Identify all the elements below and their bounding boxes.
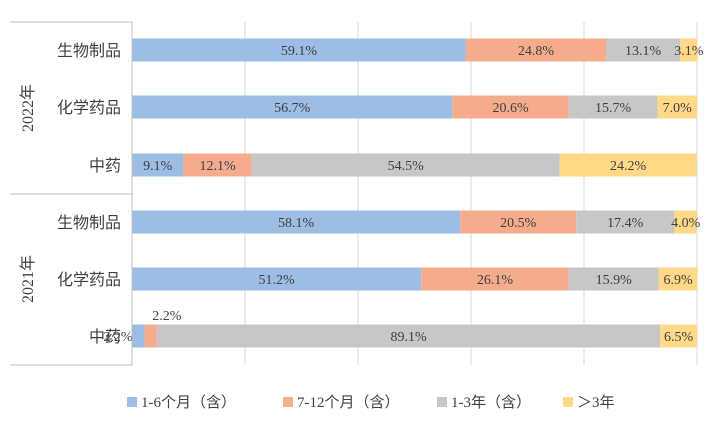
data-label: 15.9% [596,273,633,288]
data-label: 2.2% [152,309,182,324]
data-label: 9.1% [143,159,173,174]
bar-segment [132,38,466,62]
bar-segment [660,324,697,348]
group-label: 2021年 [19,255,37,303]
bar-segment [465,38,607,62]
data-label: 24.8% [518,44,555,59]
category-label: 化学药品 [57,99,121,117]
bar-segment [421,267,569,291]
data-label: 51.2% [259,273,296,288]
data-label: 20.6% [492,101,529,116]
legend-entry: 1-6个月（含） [141,394,236,411]
category-label: 中药 [89,157,121,175]
bar-segment [156,324,661,348]
category-label: 中药 [89,328,121,346]
data-label: 4.0% [671,216,701,231]
bar-segment [251,153,560,177]
data-label: 3.1% [674,44,704,59]
category-label: 生物制品 [57,214,121,232]
bar-segment [460,210,577,234]
data-label: 15.7% [595,101,632,116]
bar-segment [132,267,422,291]
data-label: 12.1% [200,159,237,174]
data-label: 17.4% [607,216,644,231]
bar-segment [576,210,675,234]
data-label: 89.1% [390,330,427,345]
data-label: 6.9% [663,273,693,288]
bar-segment [132,95,453,119]
data-label: 7.0% [663,101,693,116]
data-label: 59.1% [281,44,318,59]
bar-segment [568,95,658,119]
data-label: 13.1% [625,44,662,59]
legend-swatch [127,397,137,407]
data-label: 24.2% [610,159,647,174]
data-label: 26.1% [477,273,514,288]
bar-segment [680,38,698,62]
data-label: 54.5% [388,159,425,174]
bar-segment [606,38,681,62]
category-label: 生物制品 [57,42,121,60]
data-label: 58.1% [278,216,315,231]
bar-segment [658,267,698,291]
bar-segment [559,153,697,177]
bar-segment [568,267,659,291]
data-label: 6.5% [664,330,694,345]
bar-segment [132,324,145,348]
data-label: 2.2% [103,330,133,345]
legend-swatch [283,397,293,407]
bar-segment [144,324,157,348]
legend-entry: 1-3年（含） [451,394,531,411]
bar-segment [674,210,697,234]
bar-segment [657,95,697,119]
group-label: 2022年 [19,84,37,132]
bar-segment [132,210,461,234]
legend-entry: 7-12个月（含） [297,394,400,411]
legend-entry: ＞3年 [577,394,615,411]
data-label: 56.7% [274,101,311,116]
bar-segment [183,153,252,177]
category-label: 化学药品 [57,271,121,289]
legend-swatch [563,397,573,407]
legend-swatch [437,397,447,407]
data-label: 20.5% [500,216,537,231]
bar-segment [132,153,184,177]
bar-segment [452,95,569,119]
